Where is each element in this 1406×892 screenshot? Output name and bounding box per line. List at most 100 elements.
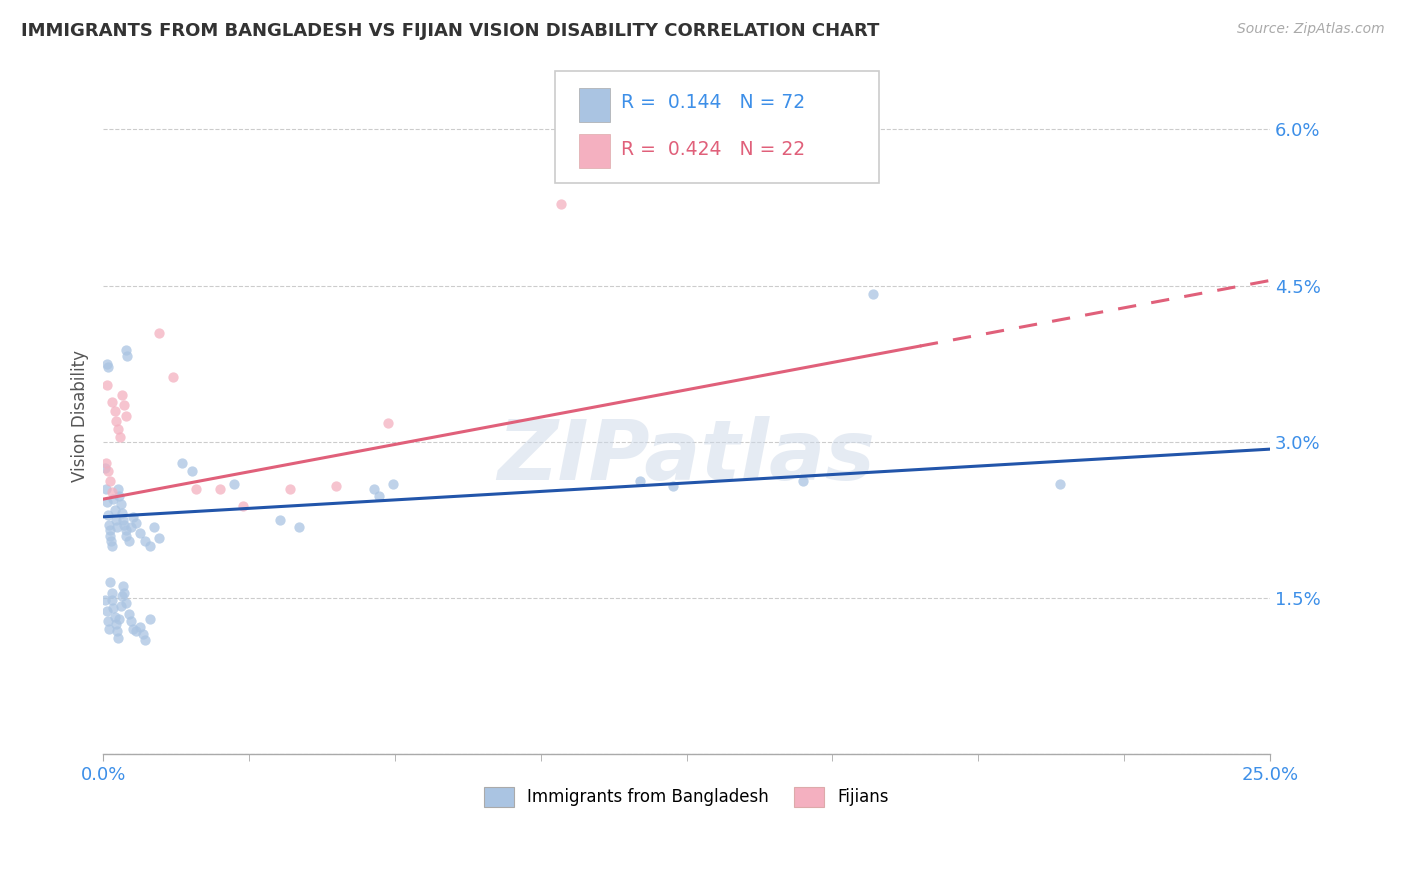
Point	[111, 506, 134, 520]
Point	[792, 475, 814, 489]
Point	[115, 343, 138, 358]
Point	[100, 533, 122, 548]
Point	[120, 520, 142, 534]
Point	[104, 609, 127, 624]
Point	[162, 370, 184, 384]
Point	[111, 578, 134, 592]
Point	[325, 478, 347, 492]
Point	[94, 593, 117, 607]
Point	[94, 461, 117, 475]
Point	[139, 612, 162, 626]
Point	[862, 287, 884, 301]
Point	[1049, 476, 1071, 491]
Point	[115, 409, 138, 423]
Point	[129, 526, 152, 541]
Point	[105, 624, 128, 639]
Text: R =  0.424   N = 22: R = 0.424 N = 22	[621, 140, 806, 159]
Point	[97, 359, 120, 374]
Point	[550, 197, 572, 211]
Point	[148, 326, 170, 340]
Point	[107, 422, 129, 436]
Point	[278, 482, 301, 496]
Point	[101, 539, 124, 553]
Point	[97, 464, 120, 478]
Point	[104, 502, 127, 516]
Point	[105, 617, 128, 632]
Point	[628, 475, 651, 489]
Point	[110, 497, 132, 511]
Point	[110, 599, 132, 614]
Text: Source: ZipAtlas.com: Source: ZipAtlas.com	[1237, 22, 1385, 37]
Point	[103, 492, 125, 507]
Point	[122, 622, 145, 636]
Point	[381, 476, 404, 491]
Text: R =  0.144   N = 72: R = 0.144 N = 72	[621, 93, 806, 112]
Y-axis label: Vision Disability: Vision Disability	[72, 350, 89, 482]
Point	[367, 489, 389, 503]
Text: ZIPatlas: ZIPatlas	[498, 416, 876, 497]
Point	[108, 430, 131, 444]
Point	[111, 513, 134, 527]
Point	[208, 482, 231, 496]
Point	[107, 631, 129, 645]
Point	[269, 513, 291, 527]
Point	[98, 575, 121, 590]
Point	[112, 586, 135, 600]
Point	[180, 464, 202, 478]
Point	[232, 500, 254, 514]
Text: IMMIGRANTS FROM BANGLADESH VS FIJIAN VISION DISABILITY CORRELATION CHART: IMMIGRANTS FROM BANGLADESH VS FIJIAN VIS…	[21, 22, 880, 40]
Point	[139, 539, 162, 553]
Point	[122, 509, 145, 524]
Point	[96, 495, 118, 509]
Point	[105, 520, 128, 534]
Point	[661, 478, 683, 492]
Point	[108, 489, 131, 503]
Point	[120, 614, 142, 628]
Point	[125, 624, 148, 639]
Point	[108, 612, 131, 626]
Point	[148, 531, 170, 545]
Point	[100, 484, 122, 499]
Point	[100, 586, 122, 600]
Point	[115, 596, 138, 610]
Point	[117, 350, 139, 364]
Point	[97, 508, 120, 522]
Point	[363, 482, 385, 496]
Point	[96, 603, 118, 617]
Point	[132, 627, 155, 641]
Point	[186, 482, 208, 496]
Legend: Immigrants from Bangladesh, Fijians: Immigrants from Bangladesh, Fijians	[478, 780, 896, 814]
Point	[105, 513, 128, 527]
Point	[111, 388, 134, 402]
Point	[94, 456, 117, 470]
Point	[114, 524, 136, 538]
Point	[98, 475, 121, 489]
Point	[97, 622, 120, 636]
Point	[100, 395, 122, 409]
Point	[96, 377, 118, 392]
Point	[125, 516, 148, 530]
Point	[377, 416, 399, 430]
Point	[112, 518, 135, 533]
Point	[143, 520, 166, 534]
Point	[118, 533, 141, 548]
Point	[222, 476, 245, 491]
Point	[101, 593, 124, 607]
Point	[98, 528, 121, 542]
Point	[112, 398, 135, 412]
Point	[172, 456, 194, 470]
Point	[97, 614, 120, 628]
Point	[115, 528, 138, 542]
Point	[134, 632, 156, 647]
Point	[104, 403, 127, 417]
Point	[288, 520, 311, 534]
Point	[105, 414, 128, 428]
Point	[129, 620, 152, 634]
Point	[134, 533, 156, 548]
Point	[111, 589, 134, 603]
Point	[97, 518, 120, 533]
Point	[96, 357, 118, 371]
Point	[103, 601, 125, 615]
Point	[98, 524, 121, 538]
Point	[96, 482, 118, 496]
